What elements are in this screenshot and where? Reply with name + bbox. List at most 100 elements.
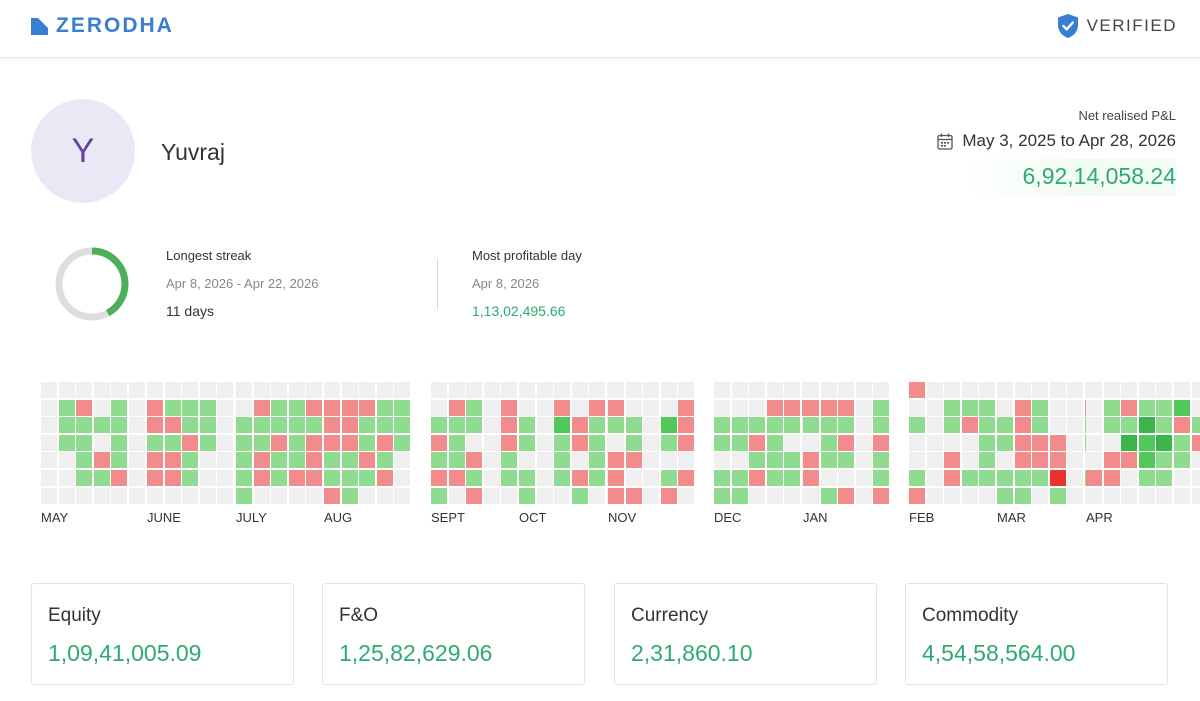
segment-card-equity[interactable]: Equity 1,09,41,005.09 (31, 583, 294, 685)
heatmap-cell-profit[interactable] (76, 417, 93, 434)
segment-card-commodity[interactable]: Commodity 4,54,58,564.00 (905, 583, 1168, 685)
heatmap-cell-profit[interactable] (838, 452, 855, 469)
heatmap-cell-loss[interactable] (1191, 434, 1200, 451)
heatmap-cell-loss[interactable] (76, 399, 93, 416)
heatmap-cell-profit[interactable] (1174, 452, 1190, 469)
heatmap-cell-loss[interactable] (554, 399, 571, 416)
heatmap-cell-profit[interactable] (820, 434, 837, 451)
heatmap-cell-loss[interactable] (164, 470, 181, 486)
heatmap-cell-profit[interactable] (909, 417, 925, 434)
heatmap-cell-loss[interactable] (111, 470, 128, 486)
heatmap-cell-profit-max[interactable] (1156, 434, 1173, 451)
heatmap-cell-loss[interactable] (803, 470, 819, 486)
heatmap-cell-profit[interactable] (873, 452, 890, 469)
heatmap-cell-profit[interactable] (1014, 470, 1031, 486)
heatmap-cell-loss[interactable] (147, 417, 163, 434)
heatmap-cell-profit[interactable] (58, 434, 75, 451)
heatmap-cell-loss[interactable] (448, 399, 465, 416)
heatmap-cell-profit[interactable] (766, 452, 783, 469)
heatmap-cell-profit-strong[interactable] (554, 417, 571, 434)
heatmap-cell-profit[interactable] (979, 470, 996, 486)
heatmap-cell-loss[interactable] (324, 417, 340, 434)
heatmap-cell-profit[interactable] (784, 417, 801, 434)
heatmap-cell-profit[interactable] (1032, 399, 1049, 416)
heatmap-cell-profit-max[interactable] (1121, 434, 1138, 451)
heatmap-cell-profit[interactable] (554, 470, 571, 486)
heatmap-cell-loss[interactable] (944, 470, 961, 486)
heatmap-cell-profit[interactable] (608, 417, 624, 434)
heatmap-cell-profit[interactable] (979, 452, 996, 469)
heatmap-cell-profit[interactable] (519, 434, 535, 451)
heatmap-cell-profit[interactable] (1138, 470, 1155, 486)
heatmap-cell-profit[interactable] (359, 417, 376, 434)
heatmap-cell-profit[interactable] (1103, 399, 1120, 416)
heatmap-cell-profit-strong[interactable] (1174, 399, 1190, 416)
heatmap-cell-profit[interactable] (253, 434, 270, 451)
heatmap-cell-loss[interactable] (909, 382, 925, 398)
heatmap-cell-profit[interactable] (714, 470, 730, 486)
heatmap-cell-profit[interactable] (909, 470, 925, 486)
heatmap-cell-loss[interactable] (1103, 470, 1120, 486)
heatmap-cell-profit[interactable] (341, 470, 358, 486)
heatmap-cell-loss[interactable] (253, 470, 270, 486)
heatmap-cell-profit[interactable] (784, 470, 801, 486)
heatmap-cell-loss[interactable] (376, 470, 393, 486)
heatmap-cell-loss[interactable] (625, 487, 642, 504)
heatmap-cell-profit[interactable] (625, 417, 642, 434)
heatmap-cell-profit[interactable] (660, 470, 677, 486)
heatmap-cell-profit[interactable] (1138, 399, 1155, 416)
heatmap-cell-loss[interactable] (678, 434, 695, 451)
heatmap-cell-profit[interactable] (749, 417, 766, 434)
heatmap-cell-loss[interactable] (306, 452, 323, 469)
segment-card-fno[interactable]: F&O 1,25,82,629.06 (322, 583, 585, 685)
heatmap-cell-loss[interactable] (359, 452, 376, 469)
heatmap-cell-profit[interactable] (76, 452, 93, 469)
heatmap-cell-profit[interactable] (961, 399, 978, 416)
heatmap-cell-profit[interactable] (431, 487, 447, 504)
heatmap-cell-loss[interactable] (571, 417, 588, 434)
heatmap-cell-profit[interactable] (820, 417, 837, 434)
heatmap-cell-profit[interactable] (944, 417, 961, 434)
heatmap-cell-loss[interactable] (678, 399, 695, 416)
heatmap-cell-profit[interactable] (448, 434, 465, 451)
heatmap-cell-loss[interactable] (961, 417, 978, 434)
heatmap-cell-profit[interactable] (519, 417, 535, 434)
heatmap-cell-loss[interactable] (431, 470, 447, 486)
heatmap-cell-profit[interactable] (731, 434, 748, 451)
heatmap-cell-loss[interactable] (873, 487, 890, 504)
heatmap-cell-loss[interactable] (784, 399, 801, 416)
heatmap-cell-profit[interactable] (271, 417, 288, 434)
heatmap-cell-profit[interactable] (324, 470, 340, 486)
heatmap-cell-profit[interactable] (76, 434, 93, 451)
heatmap-cell-loss[interactable] (306, 470, 323, 486)
heatmap-cell-profit[interactable] (236, 452, 252, 469)
heatmap-cell-loss[interactable] (1049, 452, 1066, 469)
heatmap-cell-profit[interactable] (306, 417, 323, 434)
heatmap-cell-loss[interactable] (93, 452, 110, 469)
heatmap-cell-profit[interactable] (820, 487, 837, 504)
heatmap-cell-profit-strong[interactable] (660, 417, 677, 434)
heatmap-cell-loss[interactable] (571, 434, 588, 451)
heatmap-cell-profit[interactable] (589, 417, 606, 434)
heatmap-cell-profit[interactable] (182, 399, 199, 416)
heatmap-cell-loss[interactable] (1014, 452, 1031, 469)
heatmap-cell-profit[interactable] (182, 452, 199, 469)
heatmap-cell-profit[interactable] (147, 434, 163, 451)
heatmap-cell-profit-strong[interactable] (1138, 434, 1155, 451)
heatmap-cell-loss[interactable] (608, 487, 624, 504)
heatmap-cell-loss[interactable] (164, 417, 181, 434)
heatmap-cell-profit[interactable] (1174, 434, 1190, 451)
heatmap-cell-loss[interactable] (1014, 399, 1031, 416)
heatmap-cell-loss-max[interactable] (1049, 470, 1066, 486)
heatmap-cell-profit[interactable] (288, 434, 305, 451)
heatmap-cell-profit[interactable] (111, 434, 128, 451)
segment-card-currency[interactable]: Currency 2,31,860.10 (614, 583, 877, 685)
heatmap-cell-profit[interactable] (1191, 417, 1200, 434)
heatmap-cell-profit[interactable] (466, 417, 483, 434)
heatmap-cell-loss[interactable] (324, 487, 340, 504)
heatmap-cell-profit[interactable] (288, 417, 305, 434)
heatmap-cell-profit[interactable] (271, 470, 288, 486)
heatmap-cell-profit[interactable] (997, 470, 1013, 486)
heatmap-cell-profit[interactable] (731, 487, 748, 504)
heatmap-cell-loss[interactable] (838, 434, 855, 451)
